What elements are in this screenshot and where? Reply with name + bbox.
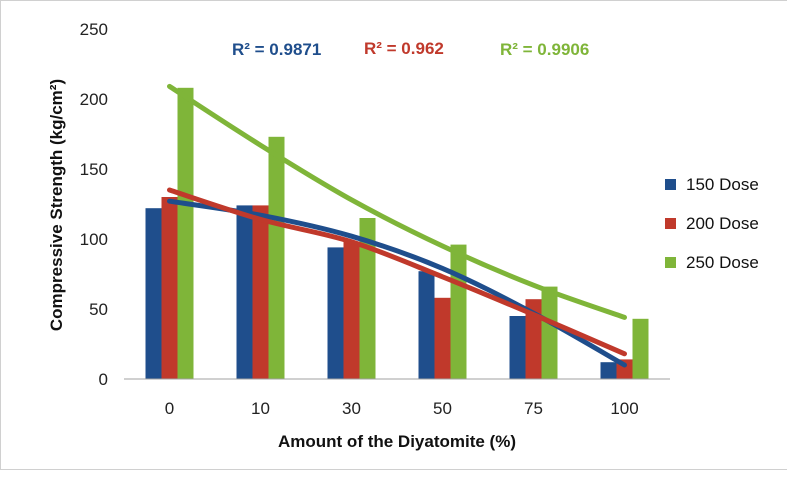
- legend-label-250-dose: 250 Dose: [686, 253, 759, 272]
- bar-150-dose: [145, 208, 162, 379]
- bar-250-dose: [541, 286, 558, 379]
- frame-bottom-border: [0, 469, 787, 470]
- bar-250-dose: [359, 218, 376, 379]
- x-axis-ticks: 0 10 30 50 75 100: [165, 399, 639, 418]
- x-tick-label: 75: [524, 399, 543, 418]
- bar-250-dose: [450, 244, 467, 379]
- bar-200-dose: [252, 205, 269, 379]
- r-squared-250-dose: R² = 0.9906: [500, 40, 589, 59]
- frame-top-border: [0, 0, 787, 1]
- bar-150-dose: [236, 205, 253, 379]
- trendline-200-dose: [167, 187, 627, 357]
- legend-item-250-dose: 250 Dose: [665, 253, 759, 272]
- legend-swatch-150-dose: [665, 179, 676, 190]
- trendline-marks: [167, 83, 627, 368]
- bar-200-dose: [525, 299, 542, 379]
- y-tick-label: 150: [80, 160, 108, 179]
- x-tick-label: 30: [342, 399, 361, 418]
- legend-label-200-dose: 200 Dose: [686, 214, 759, 233]
- legend-label-150-dose: 150 Dose: [686, 175, 759, 194]
- y-axis-title: Compressive Strength (kg/cm²): [47, 79, 66, 331]
- bar-200-dose: [343, 241, 360, 379]
- y-tick-label: 200: [80, 90, 108, 109]
- legend-swatch-250-dose: [665, 257, 676, 268]
- x-tick-label: 100: [610, 399, 638, 418]
- legend-swatch-200-dose: [665, 218, 676, 229]
- frame-left-border: [0, 0, 1, 470]
- y-axis-ticks: 0 50 100 150 200 250: [80, 20, 108, 389]
- x-tick-label: 10: [251, 399, 270, 418]
- r-squared-200-dose: R² = 0.962: [364, 39, 444, 58]
- bar-marks: [145, 87, 649, 380]
- trendline-250-dose: [167, 83, 627, 320]
- x-tick-label: 50: [433, 399, 452, 418]
- bar-200-dose: [161, 197, 178, 379]
- bar-150-dose: [418, 271, 435, 379]
- bar-250-dose: [177, 87, 194, 380]
- bar-200-dose: [434, 297, 451, 379]
- bar-150-dose: [327, 247, 344, 379]
- y-tick-label: 0: [99, 370, 108, 389]
- legend: 150 Dose 200 Dose 250 Dose: [665, 175, 759, 272]
- bar-150-dose: [509, 316, 526, 379]
- legend-item-150-dose: 150 Dose: [665, 175, 759, 194]
- y-tick-label: 50: [89, 300, 108, 319]
- bar-250-dose: [268, 136, 285, 379]
- y-tick-label: 250: [80, 20, 108, 39]
- x-axis-title: Amount of the Diyatomite (%): [278, 432, 516, 451]
- bar-250-dose: [632, 318, 649, 379]
- y-tick-label: 100: [80, 230, 108, 249]
- r-squared-150-dose: R² = 0.9871: [232, 40, 321, 59]
- legend-item-200-dose: 200 Dose: [665, 214, 759, 233]
- bar-150-dose: [600, 362, 617, 379]
- x-tick-label: 0: [165, 399, 174, 418]
- r-squared-annotations: R² = 0.9871 R² = 0.962 R² = 0.9906: [232, 39, 589, 59]
